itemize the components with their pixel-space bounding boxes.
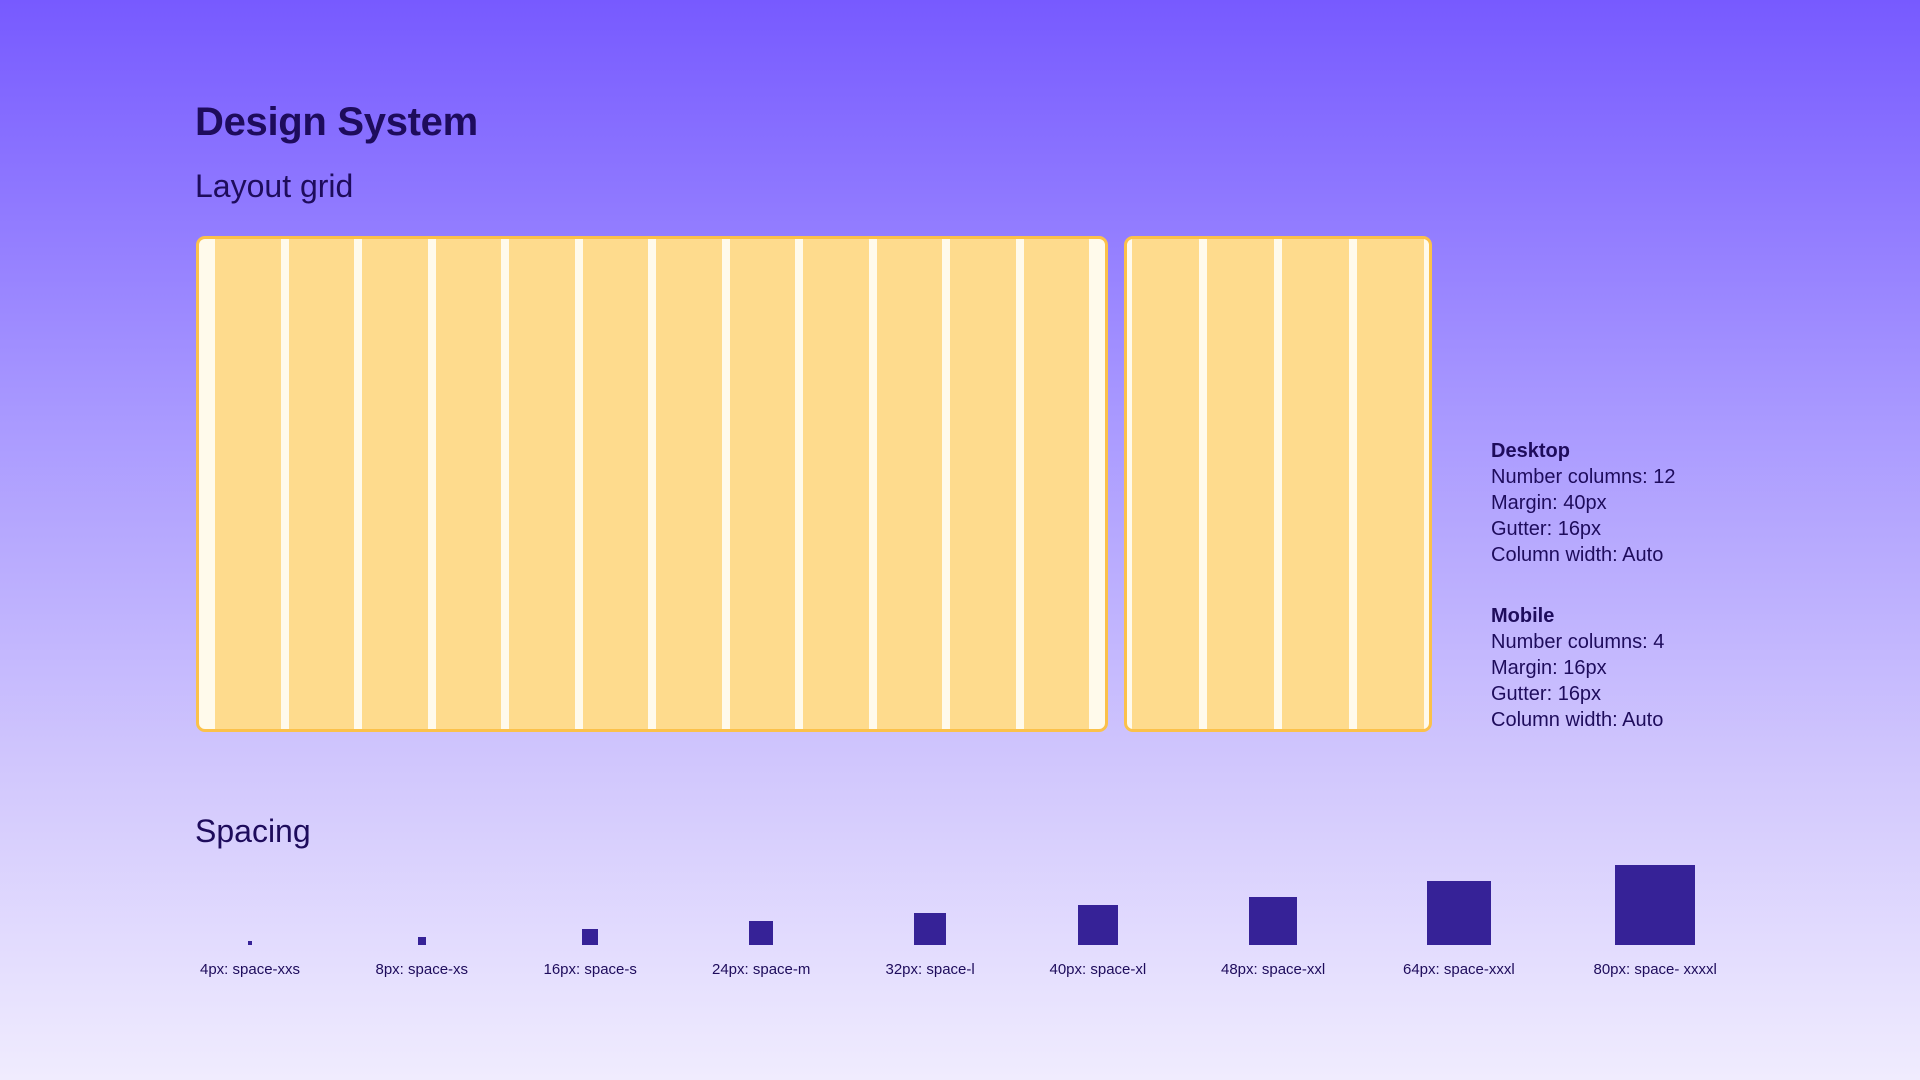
mobile-spec-gutter: Gutter: 16px	[1491, 683, 1602, 705]
spacing-swatch	[1249, 897, 1297, 945]
desktop-grid-column	[362, 239, 428, 729]
spacing-swatch	[582, 929, 598, 945]
desktop-spec-margin: Margin: 40px	[1491, 492, 1607, 514]
spacing-label: 16px: space-s	[543, 961, 637, 978]
desktop-grid-column	[876, 239, 942, 729]
desktop-grid-column	[288, 239, 354, 729]
mobile-spec-heading: Mobile	[1491, 605, 1555, 627]
desktop-grid-column	[656, 239, 722, 729]
desktop-grid-column	[803, 239, 869, 729]
desktop-grid-column	[215, 239, 281, 729]
page-title: Design System	[195, 100, 478, 144]
spacing-swatch	[1078, 905, 1118, 945]
mobile-spec-column-width: Column width: Auto	[1491, 709, 1664, 731]
desktop-spec-heading: Desktop	[1491, 440, 1570, 462]
desktop-grid-column	[729, 239, 795, 729]
desktop-grid-spec: Desktop Number columns: 12 Margin: 40px …	[1491, 438, 1676, 568]
mobile-spec-columns: Number columns: 4	[1491, 631, 1665, 653]
desktop-grid-column	[1023, 239, 1089, 729]
layout-grid-title: Layout grid	[195, 168, 354, 204]
spacing-label: 64px: space-xxxl	[1403, 961, 1515, 978]
spacing-label: 48px: space-xxl	[1221, 961, 1326, 978]
mobile-grid-column	[1357, 239, 1424, 729]
spacing-swatch	[914, 913, 946, 945]
spacing-swatch	[749, 921, 773, 945]
spacing-label: 8px: space-xs	[375, 961, 469, 978]
spacing-swatch	[418, 937, 426, 945]
spacing-label: 4px: space-xxs	[200, 961, 301, 978]
desktop-grid-column	[435, 239, 501, 729]
spacing-swatch	[1615, 865, 1695, 945]
mobile-grid-column	[1132, 239, 1199, 729]
mobile-grid-spec: Mobile Number columns: 4 Margin: 16px Gu…	[1491, 603, 1664, 733]
spacing-title: Spacing	[195, 813, 311, 849]
mobile-grid-preview	[1124, 236, 1432, 732]
spacing-label: 32px: space-l	[885, 961, 975, 978]
spacing-swatch	[1427, 881, 1491, 945]
mobile-spec-margin: Margin: 16px	[1491, 657, 1607, 679]
mobile-grid-column	[1207, 239, 1274, 729]
spacing-swatch	[248, 941, 252, 945]
desktop-grid-column	[582, 239, 648, 729]
desktop-grid-column	[509, 239, 575, 729]
desktop-spec-column-width: Column width: Auto	[1491, 544, 1664, 566]
spacing-label: 24px: space-m	[712, 961, 811, 978]
desktop-grid-preview	[196, 236, 1108, 732]
spacing-label: 40px: space-xl	[1049, 961, 1147, 978]
spacing-label: 80px: space- xxxxl	[1593, 961, 1717, 978]
desktop-grid-column	[950, 239, 1016, 729]
desktop-spec-gutter: Gutter: 16px	[1491, 518, 1602, 540]
mobile-grid-column	[1282, 239, 1349, 729]
desktop-spec-columns: Number columns: 12	[1491, 466, 1676, 488]
